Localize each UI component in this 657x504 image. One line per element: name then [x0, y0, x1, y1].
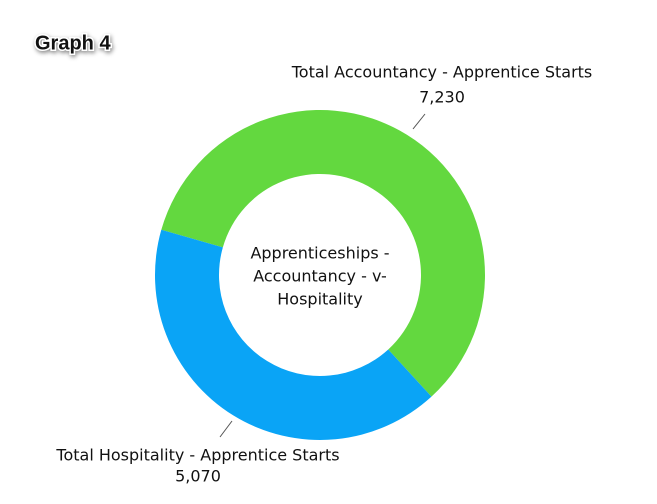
segment-label: Total Hospitality - Apprentice Starts [55, 446, 339, 465]
donut-segment [161, 109, 485, 397]
segment-value: 7,230 [419, 88, 465, 107]
chart-title: Graph 4 [35, 32, 111, 54]
segment-value: 5,070 [175, 467, 221, 486]
center-text: Apprenticeships - [250, 244, 389, 263]
segment-label: Total Accountancy - Apprentice Starts [291, 63, 593, 82]
center-text: Accountancy - v- [253, 267, 387, 286]
leader-line [219, 420, 233, 438]
donut-segment [154, 229, 432, 440]
center-text: Hospitality [277, 290, 362, 309]
leader-line [412, 113, 426, 130]
